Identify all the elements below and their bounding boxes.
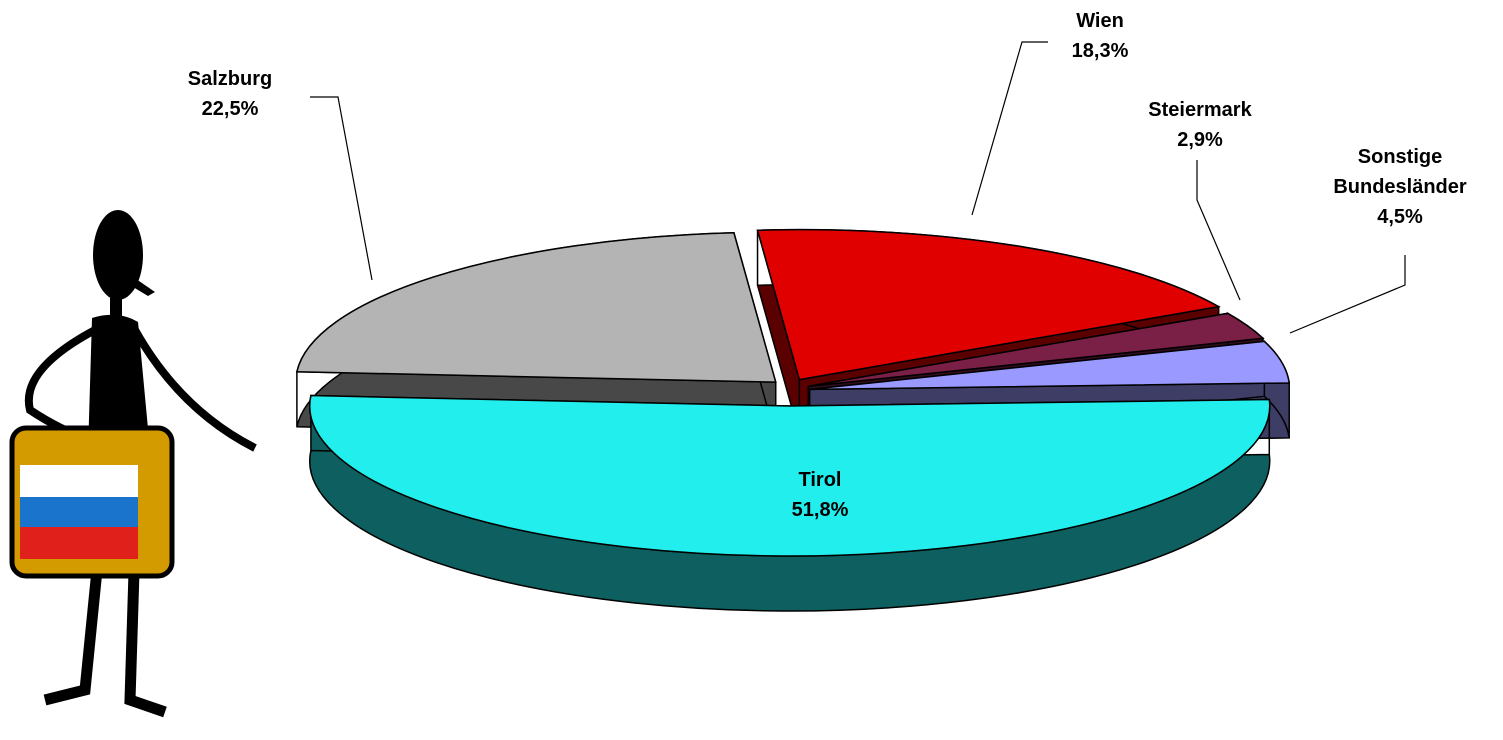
slice-label: Salzburg 22,5% xyxy=(170,64,290,124)
leader-line xyxy=(971,41,1048,216)
flag-blue xyxy=(20,497,138,527)
slice xyxy=(808,312,1265,388)
value-label: 22,5% xyxy=(201,98,259,120)
figure-arm xyxy=(131,328,257,452)
slice-label: Sonstige Bundesländer 4,5% xyxy=(1320,142,1480,232)
leader-lines xyxy=(310,41,1406,334)
value-label: 4,5% xyxy=(1377,206,1423,228)
flag-white xyxy=(20,465,138,497)
figure-body xyxy=(88,314,150,452)
figure xyxy=(9,210,257,718)
slice xyxy=(308,394,1271,557)
figure-arm xyxy=(24,326,97,444)
category-label: Sonstige Bundesländer xyxy=(1333,146,1467,198)
leader-line xyxy=(310,96,373,281)
slice xyxy=(756,228,1221,381)
category-label: Salzburg xyxy=(187,68,273,90)
figure-cap xyxy=(118,268,155,296)
category-label: Wien xyxy=(1076,10,1124,32)
pie xyxy=(295,228,1291,612)
slice-label: Steiermark 2,9% xyxy=(1120,95,1280,155)
value-label: 18,3% xyxy=(1071,40,1129,62)
category-label: Steiermark xyxy=(1148,99,1252,121)
slice xyxy=(809,340,1291,391)
value-label: 2,9% xyxy=(1177,129,1223,151)
slice xyxy=(295,231,777,383)
slice-label: Wien 18,3% xyxy=(1040,6,1160,66)
figure-legs xyxy=(43,539,167,718)
flag-red xyxy=(20,527,138,559)
leader-line xyxy=(1289,255,1406,334)
value-label: 51,8% xyxy=(791,499,849,521)
figure-neck xyxy=(110,298,122,320)
leader-line xyxy=(1196,160,1241,301)
category-label: Tirol xyxy=(798,469,842,491)
slice-label: Tirol 51,8% xyxy=(760,465,880,525)
